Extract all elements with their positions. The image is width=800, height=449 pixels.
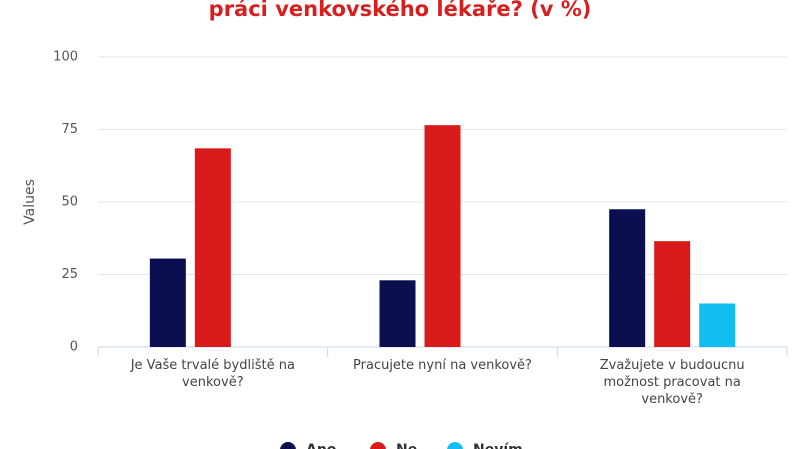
y-tick-label: 75 (61, 122, 78, 137)
x-tick-label: Je Vaše trvalé bydliště na venkově? (130, 358, 295, 390)
legend-label: Nevím (473, 442, 523, 449)
bar (379, 280, 416, 347)
bar (654, 241, 691, 347)
y-tick-label: 100 (53, 50, 78, 65)
legend-label: Ano (306, 442, 337, 449)
legend-label: Ne (396, 442, 417, 449)
bar (699, 303, 736, 347)
chart-title: práci venkovského lékaře? (v %) (209, 0, 592, 21)
y-tick-label: 50 (61, 195, 78, 210)
bar (149, 258, 186, 347)
y-tick-label: 0 (70, 340, 78, 355)
x-tick-label: Zvažujete v budoucnu možnost pracovat na… (599, 358, 745, 407)
y-tick-label: 25 (61, 267, 78, 282)
bar (424, 125, 461, 348)
legend-marker (447, 442, 463, 449)
legend-marker (280, 442, 296, 449)
bar (194, 148, 231, 347)
bar (609, 209, 646, 347)
legend-marker (370, 442, 386, 449)
x-tick-label: Pracujete nyní na venkově? (353, 358, 532, 373)
y-axis-label: Values (22, 179, 38, 225)
